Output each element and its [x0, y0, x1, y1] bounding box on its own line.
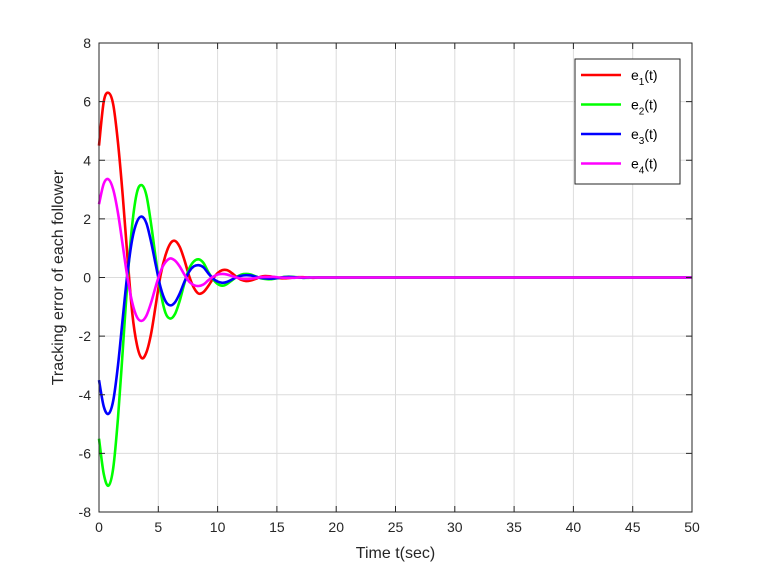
axis-ticks: 0 5 10 15 20 25 30 35 40 45 50 -8 -6 -4 -2 0 2 4 6 8 — [79, 35, 700, 535]
y-axis-label: Tracking error of each follower — [50, 169, 67, 385]
x-tick-label: 10 — [210, 519, 226, 535]
y-tick-label: 6 — [83, 94, 91, 110]
x-tick-label: 45 — [625, 519, 641, 535]
x-tick-label: 5 — [154, 519, 162, 535]
legend-label-e2: e2(t) — [631, 97, 658, 118]
x-tick-label: 20 — [328, 519, 344, 535]
legend-label-suffix: (t) — [644, 156, 657, 172]
x-tick-label: 50 — [684, 519, 700, 535]
legend: e1(t)e2(t)e3(t)e4(t) — [574, 58, 681, 185]
y-tick-label: -4 — [79, 387, 92, 403]
legend-label-subscript: 3 — [639, 136, 645, 147]
legend-box — [574, 58, 681, 185]
y-tick-label: 8 — [83, 35, 91, 51]
legend-label-suffix: (t) — [644, 67, 657, 83]
y-tick-label: 4 — [83, 152, 91, 168]
y-tick-label: -2 — [79, 328, 92, 344]
x-tick-label: 40 — [566, 519, 582, 535]
x-tick-label: 15 — [269, 519, 285, 535]
x-tick-label: 35 — [506, 519, 522, 535]
legend-label-subscript: 1 — [639, 77, 645, 88]
legend-label-base: e — [631, 97, 639, 113]
legend-label-suffix: (t) — [644, 126, 657, 142]
x-tick-label: 25 — [388, 519, 404, 535]
y-tick-label: 2 — [83, 211, 91, 227]
y-tick-label: -6 — [79, 445, 92, 461]
legend-label-base: e — [631, 126, 639, 142]
y-tick-label: -8 — [79, 504, 92, 520]
legend-label-subscript: 4 — [639, 166, 645, 177]
legend-label-e4: e4(t) — [631, 156, 658, 177]
y-tick-label: 0 — [83, 270, 91, 286]
legend-label-e3: e3(t) — [631, 126, 658, 147]
legend-label-subscript: 2 — [639, 107, 645, 118]
series-lines — [97, 91, 692, 488]
series-line-e4 — [97, 177, 692, 323]
x-tick-label: 0 — [95, 519, 103, 535]
x-tick-label: 30 — [447, 519, 463, 535]
legend-label-e1: e1(t) — [631, 67, 658, 88]
legend-label-base: e — [631, 156, 639, 172]
legend-label-base: e — [631, 67, 639, 83]
x-axis-label: Time t(sec) — [356, 545, 435, 562]
legend-label-suffix: (t) — [644, 97, 657, 113]
